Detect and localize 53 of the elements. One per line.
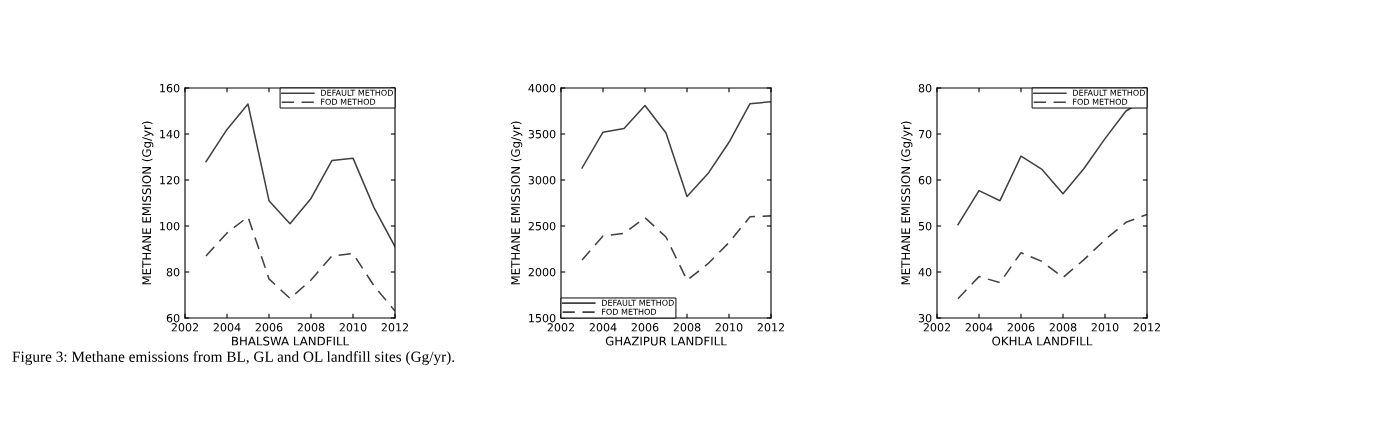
line-series bbox=[205, 216, 395, 312]
x-axis-title: GHAZIPUR LANDFILL bbox=[605, 336, 727, 346]
x-tick-label: 2008 bbox=[297, 323, 325, 332]
y-tick-label: 100 bbox=[160, 221, 180, 231]
line-series bbox=[205, 103, 395, 248]
y-tick-label: 60 bbox=[166, 313, 180, 323]
y-tick-label: 120 bbox=[160, 175, 180, 185]
y-tick-label: 2000 bbox=[528, 267, 556, 277]
y-tick-label: 60 bbox=[918, 175, 932, 185]
y-tick-label: 50 bbox=[918, 221, 932, 231]
legend-label: DEFAULT METHOD bbox=[602, 299, 674, 306]
x-axis-title: OKHLA LANDFILL bbox=[992, 336, 1093, 346]
legend-label: DEFAULT METHOD bbox=[321, 89, 393, 96]
x-tick-label: 2012 bbox=[1133, 323, 1161, 332]
x-tick-label: 2002 bbox=[923, 323, 951, 332]
y-axis-title: METHANE EMISSION (Gg/yr) bbox=[901, 121, 913, 285]
y-axis-title: METHANE EMISSION (Gg/yr) bbox=[510, 121, 523, 285]
x-tick-label: 2004 bbox=[965, 323, 993, 332]
x-tick-label: 2004 bbox=[589, 323, 617, 332]
x-tick-label: 2008 bbox=[673, 323, 701, 332]
y-tick-label: 80 bbox=[918, 83, 932, 93]
legend-label: FOD METHOD bbox=[321, 98, 376, 105]
y-tick-label: 160 bbox=[160, 83, 180, 93]
caption: Figure 3: Methane emissions from BL, GL and OL landfill sites (Gg/yr). bbox=[12, 350, 455, 366]
line-series bbox=[957, 213, 1147, 300]
x-tick-label: 2010 bbox=[339, 323, 367, 332]
x-tick-label: 2010 bbox=[1091, 323, 1119, 332]
y-tick-label: 70 bbox=[918, 129, 932, 139]
x-tick-label: 2008 bbox=[1049, 323, 1077, 332]
y-tick-label: 30 bbox=[918, 313, 932, 323]
legend-label: FOD METHOD bbox=[602, 308, 657, 315]
line-series bbox=[581, 101, 771, 198]
legend-label: FOD METHOD bbox=[1073, 98, 1128, 105]
y-tick-label: 4000 bbox=[528, 83, 556, 93]
y-tick-label: 40 bbox=[918, 267, 932, 277]
x-tick-label: 2004 bbox=[213, 323, 241, 332]
y-tick-label: 1500 bbox=[529, 313, 556, 323]
x-tick-label: 2006 bbox=[255, 323, 283, 332]
y-tick-label: 2500 bbox=[528, 221, 556, 231]
x-axis-title: BHALSWA LANDFILL bbox=[232, 336, 350, 346]
x-tick-label: 2006 bbox=[1007, 323, 1035, 332]
y-axis-title: METHANE EMISSION (Gg/yr) bbox=[141, 121, 154, 285]
legend-label: DEFAULT METHOD bbox=[1073, 89, 1145, 96]
y-tick-label: 3500 bbox=[528, 129, 556, 139]
x-tick-label: 2002 bbox=[171, 323, 199, 332]
x-tick-label: 2012 bbox=[757, 323, 785, 332]
x-tick-label: 2006 bbox=[631, 323, 659, 332]
y-tick-label: 3000 bbox=[528, 175, 556, 185]
y-tick-label: 140 bbox=[160, 129, 180, 139]
y-tick-label: 80 bbox=[166, 267, 180, 277]
x-tick-label: 2010 bbox=[715, 323, 743, 332]
x-tick-label: 2012 bbox=[381, 323, 409, 332]
x-tick-label: 2002 bbox=[547, 323, 575, 332]
